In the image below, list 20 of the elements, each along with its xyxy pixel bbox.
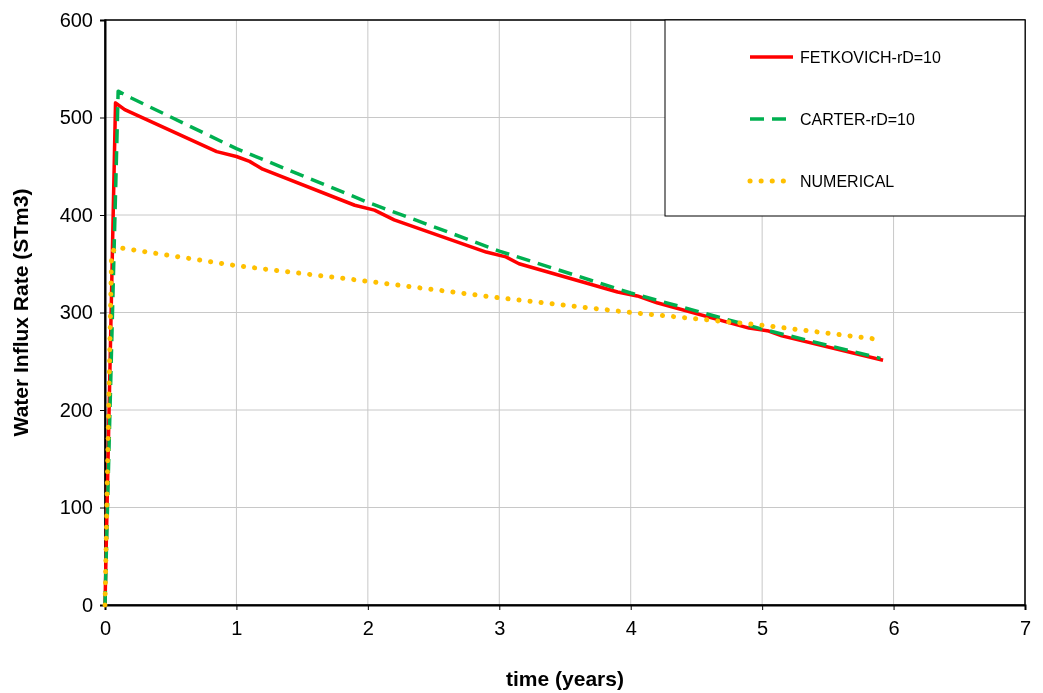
y-tick-label: 200 xyxy=(59,398,93,421)
y-axis-title: Water Influx Rate (STm3) xyxy=(9,188,32,437)
x-axis-title: time (years) xyxy=(506,667,624,690)
x-tick-label: 7 xyxy=(1019,617,1032,639)
legend-label: CARTER-rD=10 xyxy=(800,111,915,128)
x-tick-label: 3 xyxy=(494,617,506,639)
y-tick-label: 600 xyxy=(59,8,93,31)
y-tick-label: 500 xyxy=(59,106,93,129)
x-tick-label: 6 xyxy=(888,617,900,639)
x-tick-label: 4 xyxy=(625,617,637,639)
x-tick-label: 5 xyxy=(757,617,769,639)
x-tick-label: 1 xyxy=(231,617,243,639)
y-tick-label: 300 xyxy=(59,301,93,324)
legend-label: FETKOVICH-rD=10 xyxy=(800,49,942,66)
x-tick-label: 2 xyxy=(362,617,374,639)
y-tick-label: 400 xyxy=(59,203,93,226)
x-tick-label: 0 xyxy=(99,617,112,639)
y-tick-label: 0 xyxy=(81,593,93,616)
y-tick-label: 100 xyxy=(59,496,93,519)
legend-label: NUMERICAL xyxy=(800,173,895,190)
